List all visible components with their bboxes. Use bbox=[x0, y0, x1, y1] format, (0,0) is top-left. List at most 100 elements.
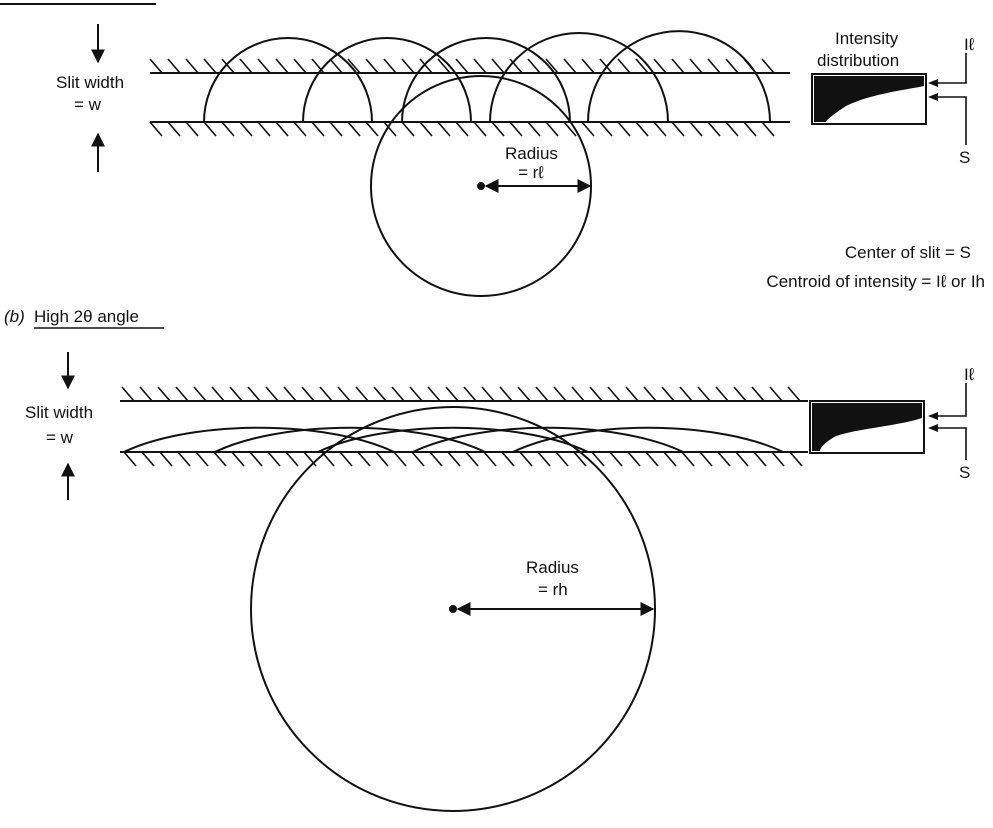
intensity-marker-tip-a bbox=[928, 79, 938, 87]
radius-value-b: = rh bbox=[538, 580, 568, 599]
hatch-mark bbox=[159, 451, 173, 467]
hatch-mark bbox=[419, 58, 433, 74]
hatch-mark bbox=[689, 58, 703, 74]
hatching-bottom-b bbox=[123, 451, 803, 467]
intensity-profile-a bbox=[814, 76, 924, 122]
hatch-mark bbox=[373, 386, 387, 402]
hatch-mark bbox=[401, 121, 415, 137]
hatch-mark bbox=[519, 451, 533, 467]
hatch-mark bbox=[473, 121, 487, 137]
hatch-mark bbox=[581, 121, 595, 137]
hatch-mark bbox=[635, 58, 649, 74]
slit-marker-label-a: S bbox=[959, 148, 970, 167]
note-centroid: Centroid of intensity = Iℓ or Ih bbox=[766, 272, 985, 291]
hatch-mark bbox=[139, 386, 153, 402]
radius-label-a: Radius bbox=[505, 144, 558, 163]
hatch-mark bbox=[491, 121, 505, 137]
hatch-mark bbox=[735, 451, 749, 467]
hatch-mark bbox=[627, 451, 641, 467]
hatch-mark bbox=[715, 386, 729, 402]
hatch-mark bbox=[653, 121, 667, 137]
circle-center-b bbox=[449, 605, 457, 613]
hatch-mark bbox=[573, 451, 587, 467]
hatch-mark bbox=[195, 451, 209, 467]
hatch-mark bbox=[481, 386, 495, 402]
slit-width-label-b: Slit width bbox=[25, 403, 93, 422]
hatch-mark bbox=[671, 121, 685, 137]
hatch-mark bbox=[123, 451, 137, 467]
hatch-mark bbox=[563, 121, 577, 137]
hatch-mark bbox=[671, 58, 685, 74]
hatch-mark bbox=[185, 121, 199, 137]
radius-circle-b bbox=[250, 406, 656, 812]
hatch-mark bbox=[527, 121, 541, 137]
hatch-mark bbox=[401, 58, 415, 74]
hatch-mark bbox=[535, 386, 549, 402]
slit-marker-tip-a bbox=[928, 93, 938, 101]
hatch-mark bbox=[607, 386, 621, 402]
hatch-mark bbox=[249, 451, 263, 467]
hatch-mark bbox=[375, 451, 389, 467]
hatch-mark bbox=[211, 386, 225, 402]
hatch-mark bbox=[247, 386, 261, 402]
hatch-mark bbox=[383, 121, 397, 137]
hatch-mark bbox=[501, 451, 515, 467]
hatch-mark bbox=[411, 451, 425, 467]
hatch-mark bbox=[661, 386, 675, 402]
slit-marker-tip-b bbox=[928, 424, 938, 432]
hatch-mark bbox=[761, 121, 775, 137]
hatch-mark bbox=[365, 58, 379, 74]
hatch-mark bbox=[787, 386, 801, 402]
hatch-mark bbox=[555, 451, 569, 467]
hatch-mark bbox=[149, 58, 163, 74]
hatch-mark bbox=[645, 451, 659, 467]
hatch-mark bbox=[213, 451, 227, 467]
hatch-mark bbox=[463, 386, 477, 402]
hatch-mark bbox=[707, 121, 721, 137]
hatch-mark bbox=[771, 451, 785, 467]
wavefront-arcs-a bbox=[203, 30, 771, 123]
hatch-mark bbox=[751, 386, 765, 402]
hatch-mark bbox=[753, 451, 767, 467]
hatch-mark bbox=[769, 386, 783, 402]
hatch-mark bbox=[473, 58, 487, 74]
hatch-mark bbox=[193, 386, 207, 402]
hatch-mark bbox=[293, 121, 307, 137]
hatching-top-a bbox=[149, 58, 775, 74]
hatch-mark bbox=[455, 121, 469, 137]
hatch-mark bbox=[635, 121, 649, 137]
hatch-mark bbox=[167, 121, 181, 137]
slit-width-label-a: Slit width bbox=[56, 73, 124, 92]
intensity-marker-label-a: Iℓ bbox=[964, 35, 975, 54]
hatch-mark bbox=[283, 386, 297, 402]
hatch-mark bbox=[357, 451, 371, 467]
radius-label-b: Radius bbox=[526, 558, 579, 577]
hatch-mark bbox=[455, 58, 469, 74]
hatch-mark bbox=[725, 121, 739, 137]
hatch-mark bbox=[303, 451, 317, 467]
hatch-mark bbox=[589, 386, 603, 402]
hatch-mark bbox=[697, 386, 711, 402]
hatch-mark bbox=[689, 121, 703, 137]
intensity-marker-lead-a bbox=[936, 53, 967, 84]
hatch-mark bbox=[563, 58, 577, 74]
hatch-mark bbox=[581, 58, 595, 74]
hatch-mark bbox=[275, 58, 289, 74]
hatch-mark bbox=[257, 58, 271, 74]
intensity-marker-lead-b bbox=[938, 383, 967, 417]
slit-marker-lead-a bbox=[936, 96, 967, 145]
panel-b: (b) High 2θ angle Radius = rh Slit width… bbox=[4, 307, 975, 812]
hatch-mark bbox=[175, 386, 189, 402]
hatch-mark bbox=[391, 386, 405, 402]
hatch-mark bbox=[257, 121, 271, 137]
panel-a: Radius = rℓ Slit width = w Intensity dis… bbox=[0, 3, 985, 297]
hatch-mark bbox=[465, 451, 479, 467]
hatch-mark bbox=[239, 121, 253, 137]
hatch-mark bbox=[679, 386, 693, 402]
hatch-mark bbox=[231, 451, 245, 467]
hatch-mark bbox=[609, 451, 623, 467]
hatch-mark bbox=[499, 386, 513, 402]
hatch-mark bbox=[445, 386, 459, 402]
intensity-marker-label-b: Iℓ bbox=[964, 365, 975, 384]
